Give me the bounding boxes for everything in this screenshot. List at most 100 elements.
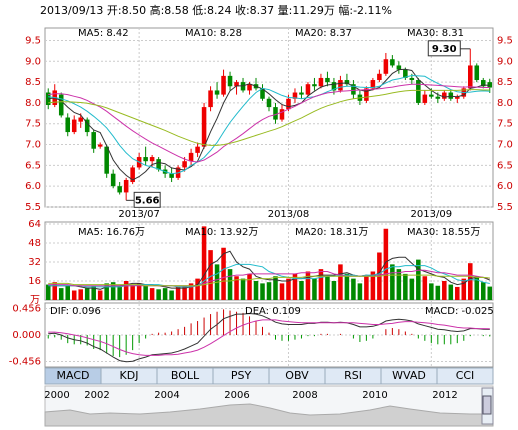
- volume-bar: [468, 263, 473, 300]
- candle-body: [266, 98, 272, 108]
- volume-bar: [227, 269, 233, 300]
- timeline-grip[interactable]: [482, 395, 492, 415]
- y-tick-label: 6.0: [25, 181, 41, 192]
- timeline-year: 2008: [292, 390, 317, 401]
- candle-body: [299, 92, 304, 95]
- indicator-tab-label[interactable]: PSY: [231, 369, 252, 382]
- volume-bar: [305, 271, 311, 300]
- volume-bar: [45, 284, 51, 300]
- min-label: 5.66: [135, 195, 160, 206]
- y-tick-label: 64: [28, 219, 41, 230]
- timeline-year: 2012: [432, 390, 457, 401]
- timeline-overview: [44, 403, 494, 427]
- legend-entry: MA30: 8.31: [407, 28, 464, 39]
- indicator-tab-label[interactable]: CCI: [456, 369, 475, 382]
- legend-entry: MA30: 18.55万: [407, 227, 480, 238]
- volume-bar: [318, 269, 324, 300]
- indicator-tab-label[interactable]: MACD: [57, 369, 90, 382]
- volume-bar: [97, 290, 103, 300]
- volume-unit: 万: [30, 295, 40, 306]
- volume-bar: [234, 276, 239, 300]
- volume-bar: [351, 278, 356, 300]
- ma-line: [48, 274, 490, 287]
- y-tick-label: 8.0: [25, 98, 41, 109]
- y-tick-label-right: 8.5: [497, 77, 513, 88]
- y-tick-label: 7.0: [25, 140, 41, 151]
- y-tick-label: 0.000: [12, 330, 41, 341]
- candle-body: [364, 88, 369, 101]
- volume-bar: [156, 289, 161, 300]
- candle-body: [377, 73, 382, 81]
- ma-line: [48, 74, 490, 175]
- candle-body: [286, 98, 291, 110]
- macd-legend: MACD: -0.025: [425, 306, 494, 317]
- candle-body: [318, 77, 324, 87]
- legend-entry: DIF: 0.096: [50, 306, 101, 317]
- y-tick-label: 7.5: [25, 119, 41, 130]
- candle-body: [338, 80, 343, 91]
- volume-bar: [422, 276, 428, 300]
- volume-bar: [266, 282, 272, 300]
- volume-bar: [260, 283, 265, 300]
- candle-body: [422, 94, 428, 103]
- ma-line: [48, 83, 490, 163]
- candle-body: [104, 146, 109, 174]
- legend-entry: MA5: 16.76万: [78, 227, 145, 238]
- candle-body: [227, 75, 233, 87]
- candle-body: [487, 82, 493, 88]
- candle-body: [221, 75, 226, 95]
- volume-bar: [364, 276, 369, 300]
- volume-bar: [448, 284, 454, 300]
- volume-bar: [58, 288, 64, 300]
- volume-bar: [117, 285, 122, 300]
- candle-body: [117, 186, 122, 193]
- volume-bar: [390, 264, 395, 300]
- candle-body: [448, 92, 454, 99]
- candle-body: [247, 84, 252, 91]
- timeline-year: 2004: [154, 390, 179, 401]
- volume-bar: [130, 284, 135, 300]
- candle-body: [435, 96, 441, 99]
- y-tick-label-right: 6.5: [497, 160, 513, 171]
- candle-body: [84, 119, 90, 133]
- candle-body: [325, 77, 330, 83]
- ma-line: [48, 68, 490, 181]
- volume-bar: [435, 285, 441, 300]
- candle-body: [416, 80, 421, 103]
- candle-body: [58, 94, 64, 116]
- volume-bar: [480, 282, 486, 300]
- candle-body: [214, 90, 220, 95]
- x-tick-label: 2013/07: [118, 209, 160, 220]
- ma-line: [48, 319, 490, 356]
- legend-entry: MA5: 8.42: [78, 28, 129, 39]
- y-tick-label-right: 9.5: [497, 35, 513, 46]
- candle-body: [110, 173, 116, 187]
- volume-bar: [169, 290, 174, 300]
- volume-bar: [455, 286, 460, 300]
- volume-bar: [338, 264, 343, 300]
- y-tick-label-right: 7.0: [497, 140, 513, 151]
- y-tick-label: 48: [28, 238, 41, 249]
- candle-body: [279, 109, 285, 120]
- volume-bar: [279, 283, 285, 300]
- x-tick-label: 2013/08: [268, 209, 310, 220]
- candle-body: [91, 132, 96, 149]
- volume-bar: [110, 282, 116, 300]
- volume-bar: [71, 290, 77, 300]
- indicator-tab-label[interactable]: KDJ: [120, 369, 139, 382]
- volume-bar: [474, 276, 480, 300]
- candle-body: [480, 80, 486, 87]
- header: 2013/09/13 开:8.50 高:8.58 低:8.24 收:8.37 量…: [40, 3, 392, 17]
- candle-body: [182, 161, 187, 168]
- indicator-tab-label[interactable]: WVAD: [392, 369, 426, 382]
- y-tick-label: 5.5: [25, 202, 41, 213]
- candle-body: [429, 94, 434, 97]
- indicator-tab[interactable]: [436, 367, 494, 385]
- indicator-tab-label[interactable]: BOLL: [171, 369, 200, 382]
- volume-bar: [221, 247, 226, 300]
- indicator-tab-label[interactable]: OBV: [285, 369, 309, 382]
- x-tick-label: 2013/09: [411, 209, 453, 220]
- y-tick-label: 32: [28, 257, 41, 268]
- volume-bar: [344, 273, 350, 300]
- indicator-tab-label[interactable]: RSI: [344, 369, 362, 382]
